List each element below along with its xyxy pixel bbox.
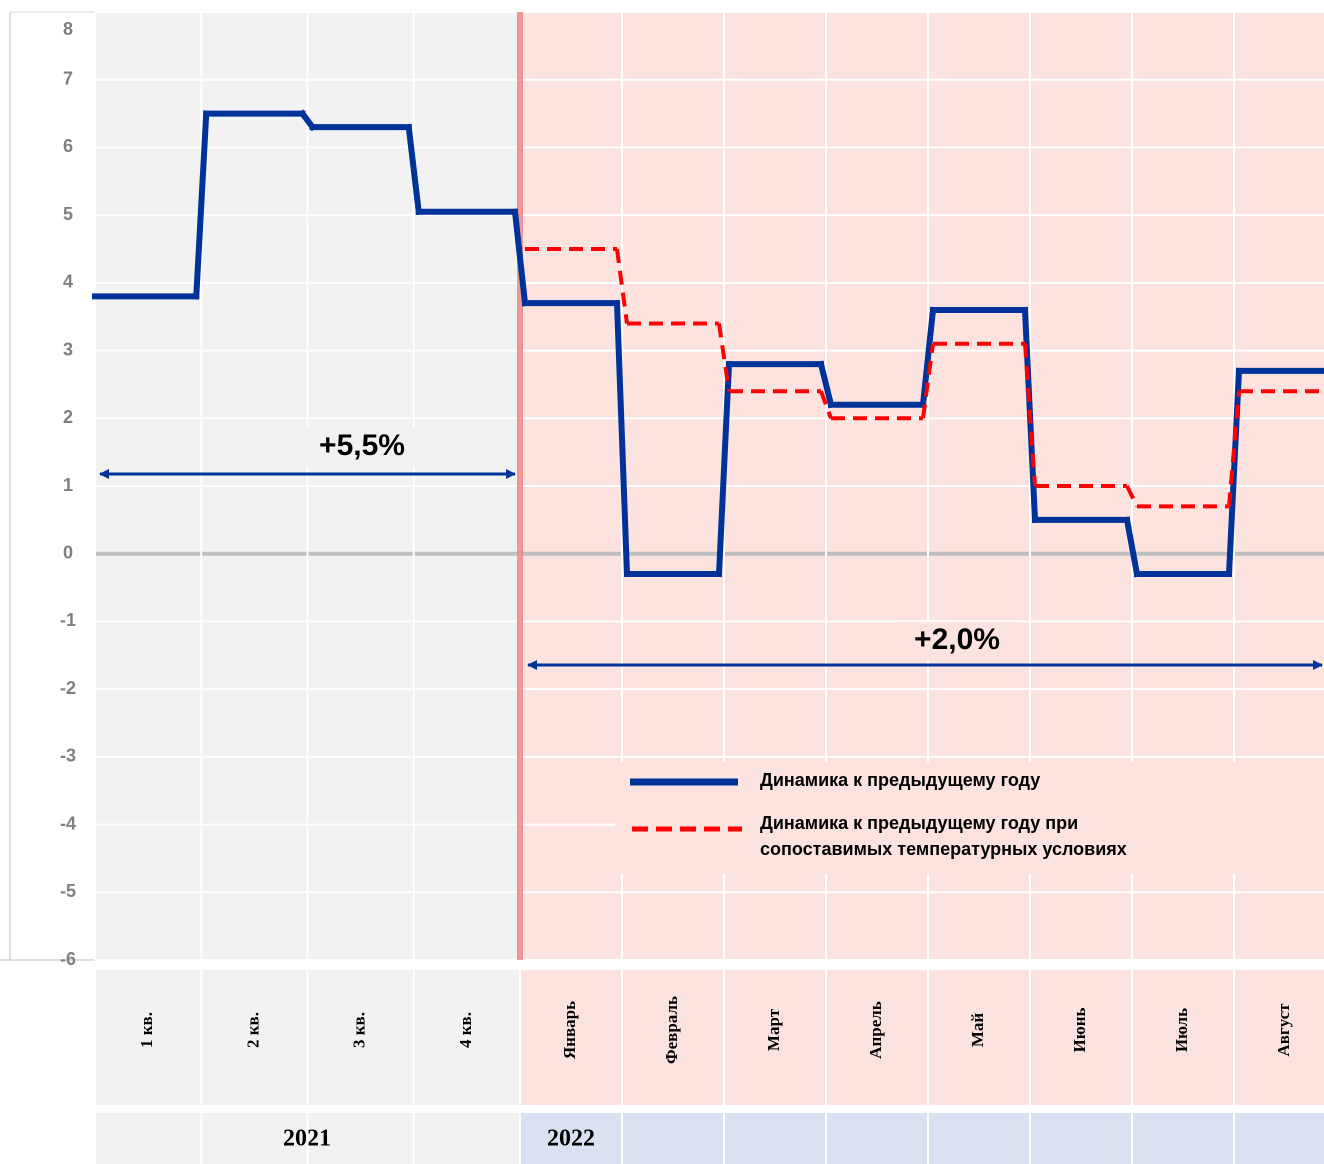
y-tick-label: 4 [63,272,73,292]
x-tick-label: Июнь [1070,1007,1089,1052]
label-band-2022 [520,970,1324,1105]
series [525,247,1324,509]
step-connector [819,390,833,419]
step-connector [717,323,731,392]
y-tick-label: 5 [63,204,73,224]
step-connector [919,306,937,409]
step-connector [613,300,631,578]
x-tick-label: Январь [560,1001,579,1059]
x-tick-label: Июль [1172,1008,1191,1052]
annotation-bg [895,622,1019,660]
legend-label: Динамика к предыдущему году при сопостави… [760,813,1127,859]
legend-label-line: Динамика к предыдущему году при [760,813,1078,833]
x-tick-label: Апрель [866,1001,885,1059]
y-tick-label: -5 [60,881,76,901]
x-tick-label: Февраль [662,996,681,1064]
y-tick-label: -4 [60,813,76,833]
step-connector [921,343,935,419]
legend-label: Динамика к предыдущему году [760,770,1040,790]
step-connector [615,248,629,324]
y-tick-label: -1 [60,610,76,630]
step-connector [193,110,210,300]
x-tick-label: 2 кв. [243,1012,262,1048]
annotation: +5,5% [319,429,405,462]
y-tick-label: -2 [60,678,76,698]
y-tick-label: -3 [60,746,76,766]
year-cell-2022 [520,1113,1324,1164]
legend: Динамика к предыдущему году Динамика к п… [615,762,1324,874]
y-tick-label: 7 [63,68,73,88]
x-tick-label: Май [968,1013,987,1048]
step-connector [817,360,835,409]
step-connector [1227,391,1241,507]
annotation: +2,0% [914,623,1000,656]
x-tick-label: Август [1274,1003,1293,1057]
y-tick-label: 1 [63,475,73,495]
step-connector [1123,516,1141,578]
step-connector [715,360,733,578]
step-connector [1023,343,1037,487]
step-connector [511,208,529,307]
year-label: 2022 [547,1126,595,1152]
y-tick-label: 0 [63,542,73,562]
annotation-bg [300,428,424,466]
y-tick-label: 6 [63,136,73,156]
x-tick-label: 4 кв. [456,1012,475,1048]
y-tick-label: 2 [63,407,73,427]
y-tick-label: -6 [60,949,76,969]
step-connector [1125,485,1139,508]
y-tick-label: 8 [63,19,73,39]
x-tick-label: 3 кв. [350,1012,369,1048]
x-tick-label: 1 кв. [137,1012,156,1048]
x-tick-label: Март [764,1008,783,1051]
step-connector [405,123,423,216]
legend-label-line: сопоставимых температурных условиях [760,839,1127,859]
y-tick-label: 3 [63,339,73,359]
